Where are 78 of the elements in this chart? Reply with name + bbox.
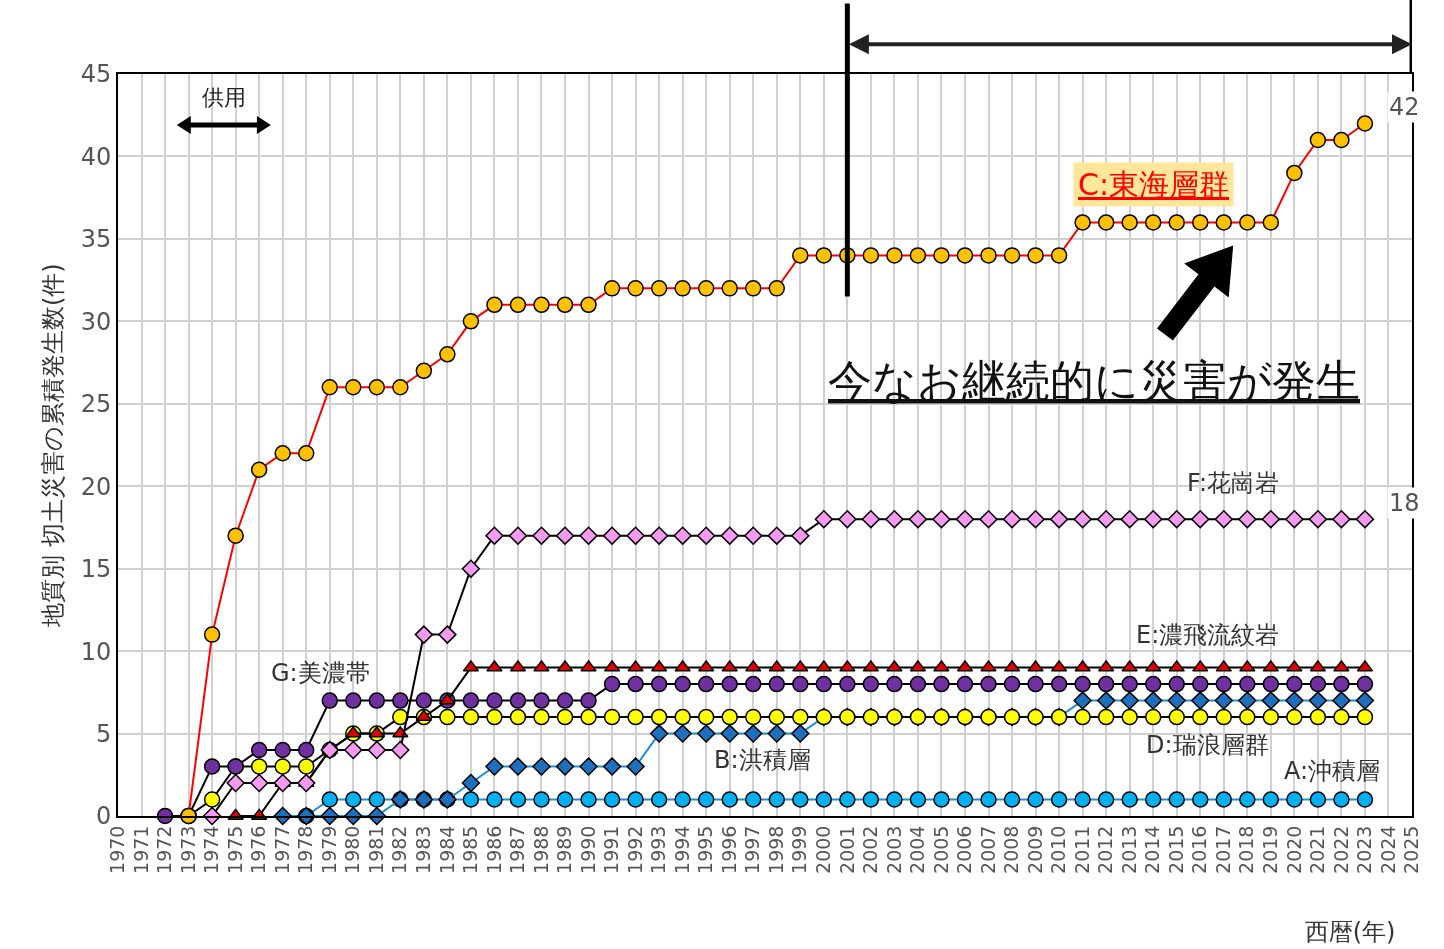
y-tick-label: 5 (95, 719, 112, 748)
annotation: 供用 (202, 85, 246, 110)
x-tick-label: 2004 (906, 825, 929, 874)
x-tick-label: 2005 (929, 825, 952, 874)
x-tick-label: 1973 (176, 825, 199, 874)
series-label: A:沖積層 (1284, 757, 1381, 785)
x-tick-label: 1991 (600, 825, 623, 874)
x-tick-label: 2023 (1353, 825, 1376, 874)
x-tick-label: 1979 (317, 825, 340, 874)
x-tick-label: 1976 (247, 825, 270, 874)
series-label: C:東海層群 (1078, 167, 1230, 202)
x-tick-label: 2017 (1211, 825, 1234, 874)
y-tick-label: 40 (80, 142, 112, 171)
x-tick-label: 1996 (717, 825, 740, 874)
x-axis-title: 西暦(年) (1304, 918, 1396, 946)
x-tick-label: 2010 (1047, 825, 1070, 874)
x-tick-label: 2021 (1306, 825, 1329, 874)
x-tick-label: 2015 (1164, 825, 1187, 874)
x-tick-label: 1987 (506, 825, 529, 874)
x-tick-label: 2006 (953, 825, 976, 874)
x-tick-label: 2016 (1188, 825, 1211, 874)
x-tick-label: 2022 (1329, 825, 1352, 874)
x-tick-label: 2011 (1070, 825, 1093, 874)
x-tick-label: 2009 (1023, 825, 1046, 874)
series-label: G:美濃帯 (271, 659, 370, 687)
x-tick-label: 2024 (1376, 825, 1399, 874)
x-tick-label: 1977 (270, 825, 293, 874)
x-tick-label: 2025 (1400, 825, 1423, 874)
x-tick-label: 1974 (200, 825, 223, 874)
data-label: 42 (1389, 93, 1420, 121)
x-tick-label: 2020 (1282, 825, 1305, 874)
x-tick-label: 1989 (553, 825, 576, 874)
x-tick-label: 2003 (882, 825, 905, 874)
x-tick-label: 2002 (859, 825, 882, 874)
x-tick-label: 1993 (647, 825, 670, 874)
y-tick-label: 30 (80, 307, 112, 336)
y-tick-label: 15 (80, 555, 112, 584)
series-label: B:洪積層 (714, 746, 811, 774)
x-tick-label: 2007 (976, 825, 999, 874)
series-label: F:花崗岩 (1187, 469, 1280, 497)
x-tick-label: 1997 (741, 825, 764, 874)
x-tick-label: 1985 (459, 825, 482, 874)
x-tick-label: 1998 (764, 825, 787, 874)
x-tick-label: 1994 (670, 825, 693, 874)
x-tick-label: 1999 (788, 825, 811, 874)
x-tick-label: 1971 (129, 825, 152, 874)
x-tick-label: 1992 (623, 825, 646, 874)
x-tick-label: 1978 (294, 825, 317, 874)
x-tick-label: 2019 (1259, 825, 1282, 874)
x-tick-label: 2014 (1141, 825, 1164, 874)
y-tick-label: 35 (80, 225, 112, 254)
annotation: 今なお継続的に災害が発生 (828, 355, 1360, 406)
series-label: E:濃飛流紋岩 (1136, 621, 1280, 649)
x-tick-label: 2008 (1000, 825, 1023, 874)
y-tick-label: 25 (80, 390, 112, 419)
x-tick-label: 1980 (341, 825, 364, 874)
x-tick-label: 1990 (576, 825, 599, 874)
x-tick-label: 2013 (1117, 825, 1140, 874)
x-tick-label: 1984 (435, 825, 458, 874)
x-tick-label: 2012 (1094, 825, 1117, 874)
x-tick-label: 1975 (223, 825, 246, 874)
data-label: 18 (1389, 489, 1420, 517)
x-tick-label: 1983 (412, 825, 435, 874)
y-axis-title: 地質別 切土災害の累積発生数(件) (39, 263, 68, 628)
x-tick-label: 1972 (153, 825, 176, 874)
x-tick-label: 1986 (482, 825, 505, 874)
y-tick-label: 10 (80, 637, 112, 666)
y-tick-label: 45 (80, 60, 112, 89)
x-tick-label: 1981 (364, 825, 387, 874)
x-tick-label: 2001 (835, 825, 858, 874)
x-tick-label: 2018 (1235, 825, 1258, 874)
series-label: D:瑞浪層群 (1146, 731, 1269, 759)
x-tick-label: 1970 (106, 825, 129, 874)
x-tick-label: 1982 (388, 825, 411, 874)
x-tick-label: 1995 (694, 825, 717, 874)
x-tick-label: 1988 (529, 825, 552, 874)
y-tick-label: 20 (80, 472, 112, 501)
x-tick-label: 2000 (811, 825, 834, 874)
